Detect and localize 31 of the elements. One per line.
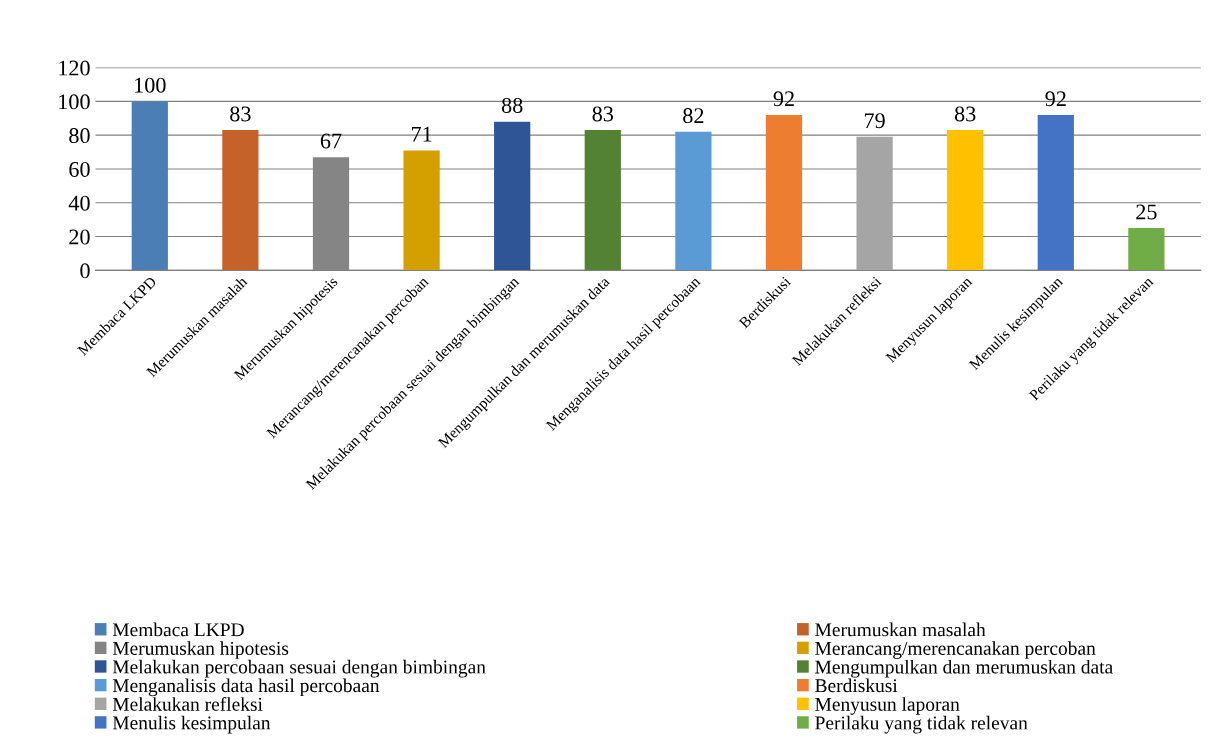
y-tick-label: 60 [69,161,90,177]
y-tick-label: 40 [68,195,90,211]
data-label: 83 [592,106,614,122]
legend-label: Merancang/merencanakan percoban [815,641,1096,659]
legend-label: Melakukan percobaan sesuai dengan bimbingan [112,659,486,678]
legend-label: Menganalisis data hasil percobaan [112,678,380,697]
legend-label: Berdiskusi [815,678,898,693]
data-label: 92 [773,91,794,107]
data-label: 83 [954,106,976,122]
y-tick-label: 120 [59,60,90,76]
y-tick-label: 100 [59,94,90,110]
legend-label: Membaca LKPD [112,622,244,637]
legend-label: Menyusun laporan [815,697,960,715]
legend-label: Menulis kesimpulan [112,715,271,734]
y-tick-label: 20 [69,229,90,245]
legend-label: Merumuskan masalah [815,622,986,637]
legend-label: Mengumpulkan dan merumuskan data [815,659,1113,678]
legend-label: Perilaku yang tidak relevan [815,715,1028,734]
y-tick-label: 80 [69,128,90,144]
data-label: 82 [683,108,704,124]
data-label: 71 [411,126,432,142]
data-label: 92 [1045,91,1066,107]
data-label: 79 [864,113,885,129]
legend-label: Melakukan refleksi [112,696,263,711]
data-label: 25 [1136,204,1157,220]
data-label: 88 [501,97,523,113]
legend-label: Merumuskan hipotesis [112,641,289,659]
data-label: 67 [320,133,342,149]
data-label: 100 [135,77,166,93]
y-tick-label: 0 [80,263,90,279]
data-label: 83 [230,106,251,122]
